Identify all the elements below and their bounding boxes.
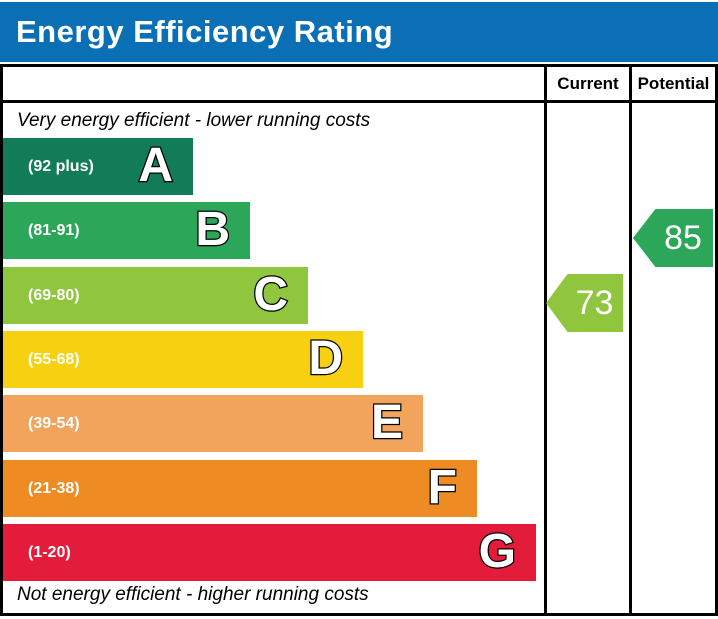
band-letter: A (137, 138, 174, 194)
band-letter: B (194, 202, 231, 258)
current-rating-value: 73 (575, 283, 614, 322)
band-range-label: (81-91) (28, 221, 80, 239)
band-range-label: (21-38) (28, 479, 80, 497)
band-D: (55-68) D (3, 331, 363, 388)
band-C: (69-80) C (3, 267, 308, 324)
band-range-label: (39-54) (28, 414, 80, 432)
page-title: Energy Efficiency Rating (16, 14, 394, 49)
band-range-label: (1-20) (28, 543, 71, 561)
band-letter: D (307, 331, 344, 387)
band-E: (39-54) E (3, 395, 423, 452)
band-letter: E (370, 395, 405, 451)
caption-very-efficient: Very energy efficient - lower running co… (17, 110, 371, 131)
band-F: (21-38) F (3, 460, 477, 517)
band-letter: C (252, 267, 289, 323)
band-G: (1-20) G (3, 524, 536, 581)
band-range-label: (92 plus) (28, 157, 94, 175)
title-bar: Energy Efficiency Rating (0, 2, 718, 62)
band-B: (81-91) B (3, 202, 250, 259)
caption-not-efficient: Not energy efficient - higher running co… (17, 584, 369, 605)
potential-rating-value: 85 (664, 218, 702, 257)
band-range-label: (55-68) (28, 350, 80, 368)
current-column-header: Current (557, 73, 619, 93)
header-row-divider (3, 100, 715, 103)
band-A: (92 plus) A (3, 138, 193, 195)
band-letter: F (426, 460, 458, 516)
potential-column-divider (629, 67, 632, 613)
band-range-label: (69-80) (28, 286, 80, 304)
current-column-divider (544, 67, 547, 613)
potential-column-header: Potential (637, 73, 710, 93)
band-letter: G (477, 524, 517, 580)
